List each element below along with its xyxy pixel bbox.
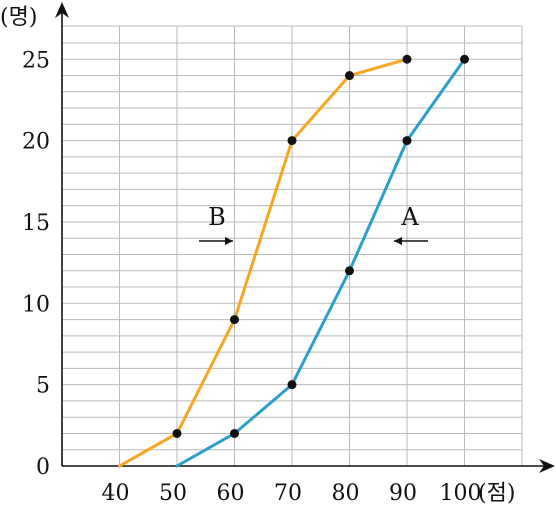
grid [62,25,523,466]
data-point-B [230,315,239,325]
data-point-A [287,380,297,390]
series-arrowhead-A [394,237,402,245]
x-tick-label: 40 [102,481,130,506]
data-point-B [345,71,354,81]
y-axis-unit: (명) [0,5,37,30]
x-tick-label: 60 [217,481,245,506]
tick-labels: 0 5 10 15 20 25 40 50 60 70 80 90 100 [22,48,482,506]
x-tick-label: 50 [159,481,187,506]
x-tick-label: 80 [332,481,360,506]
series-line-B [118,57,409,468]
axes [55,2,555,473]
x-axis-arrowhead [539,459,555,473]
data-point-B [287,136,297,146]
x-axis-unit: (점) [478,481,515,506]
data-point-B [402,54,412,64]
y-tick-label: 20 [22,130,50,155]
y-tick-label: 15 [22,211,50,236]
series-label-B: B [208,203,226,231]
series-line-A [175,57,466,468]
data-point-B [172,428,182,438]
series-lines [118,54,469,468]
x-tick-label: 70 [274,481,302,506]
series-arrowhead-B [225,237,233,245]
series-label-A: A [400,203,419,231]
y-tick-label: 10 [22,292,50,317]
y-tick-label: 25 [22,48,50,73]
x-tick-label: 90 [389,481,417,506]
y-tick-label: 0 [36,455,50,480]
data-point-A [402,136,412,146]
y-tick-label: 5 [36,374,50,399]
data-point-A [460,54,469,64]
y-axis-arrowhead [55,2,69,18]
data-point-A [230,428,239,438]
data-point-A [345,266,354,276]
x-tick-label: 100 [440,481,482,506]
